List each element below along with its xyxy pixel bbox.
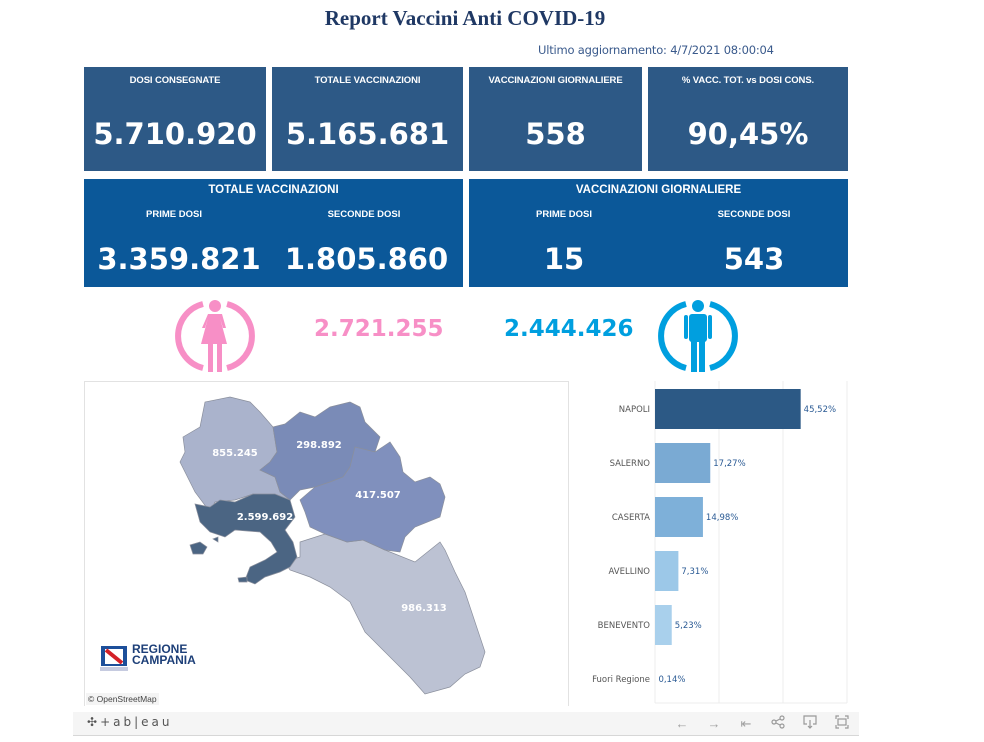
province-bar-chart: NAPOLI 45,52% SALERNO 17,27% CASERTA 14,98% AV… (580, 381, 860, 706)
fullscreen-button[interactable] (833, 715, 851, 732)
fullscreen-icon (835, 715, 849, 729)
map-label-caserta: 855.245 (212, 448, 258, 459)
map-label-napoli: 2.599.692 (237, 512, 293, 523)
kpi-value: 558 (525, 117, 586, 151)
seconde-dosi-label: SECONDE DOSI (327, 209, 401, 220)
bar-category-label: Fuori Regione (592, 675, 650, 685)
tableau-icon: ✣ (87, 715, 101, 729)
kpi-value: 90,45% (687, 117, 809, 151)
island-procida (212, 536, 219, 543)
bar-category-label: AVELLINO (609, 567, 651, 577)
bar-avellino[interactable] (655, 551, 679, 591)
logo-line-1: REGIONE (132, 642, 188, 656)
island-ischia (189, 541, 208, 555)
kpi-value: 5.710.920 (93, 117, 257, 151)
regione-campania-emblem-icon (100, 646, 128, 671)
download-button[interactable] (801, 715, 819, 732)
panel-title: TOTALE VACCINAZIONI (208, 184, 339, 196)
logo-line-2: CAMPANIA (132, 653, 196, 667)
bar-value-label: 17,27% (713, 459, 745, 469)
last-update-label: Ultimo aggiornamento: 4/7/2021 08:00:04 (538, 43, 774, 57)
bar-category-label: BENEVENTO (598, 621, 651, 631)
kpi-card-percent-vaccinati: % VACC. TOT. vs DOSI CONS. 90,45% (648, 67, 848, 171)
island-capri (237, 576, 248, 583)
bar-value-label: 14,98% (706, 513, 738, 523)
arrow-right-icon: → (707, 716, 721, 731)
prime-dosi-value: 15 (543, 242, 585, 276)
bar-value-label: 0,14% (658, 675, 685, 685)
map-label-benevento: 298.892 (296, 440, 342, 451)
bar-napoli[interactable] (655, 389, 801, 429)
download-icon (803, 715, 817, 729)
map-attribution[interactable]: © OpenStreetMap (86, 693, 159, 705)
bar-category-label: NAPOLI (619, 405, 650, 415)
map-label-salerno: 986.313 (401, 603, 447, 614)
kpi-label: VACCINAZIONI GIORNALIERE (488, 75, 623, 86)
female-icon (175, 300, 255, 372)
regione-campania-logo: REGIONE CAMPANIA (100, 643, 196, 678)
bar-value-label: 45,52% (804, 405, 836, 415)
bar-salerno[interactable] (655, 443, 711, 483)
tableau-toolbar: ✣+ab|eau ← → ⇤ (73, 712, 859, 736)
tableau-brand: +ab|eau (100, 715, 173, 729)
revert-button[interactable]: ⇤ (737, 715, 755, 732)
male-vaccinations-value: 2.444.426 (504, 316, 634, 342)
province-avellino[interactable] (299, 441, 446, 553)
seconde-dosi-value: 543 (723, 242, 785, 276)
province-salerno[interactable] (284, 533, 486, 695)
vaccinazioni-giornaliere-panel: VACCINAZIONI GIORNALIERE PRIME DOSI SECO… (469, 179, 848, 287)
kpi-card-totale-vaccinazioni: TOTALE VACCINAZIONI 5.165.681 (272, 67, 463, 171)
panel-title: VACCINAZIONI GIORNALIERE (575, 184, 742, 196)
bar-category-label: CASERTA (612, 513, 650, 523)
campania-map[interactable]: 855.245 298.892 417.507 2.599.692 986.31… (84, 381, 569, 706)
province-napoli[interactable] (194, 493, 298, 585)
bar-value-label: 5,23% (675, 621, 702, 631)
bar-caserta[interactable] (655, 497, 703, 537)
female-vaccinations-value: 2.721.255 (314, 316, 444, 342)
share-button[interactable] (769, 715, 787, 732)
prime-dosi-value: 3.359.821 (97, 242, 261, 276)
male-icon (658, 300, 738, 372)
share-icon (771, 715, 785, 729)
logo-text: REGIONE CAMPANIA (132, 642, 196, 667)
seconde-dosi-label: SECONDE DOSI (717, 209, 791, 220)
arrow-left-icon: ← (675, 716, 689, 731)
kpi-card-dosi-consegnate: DOSI CONSEGNATE 5.710.920 (84, 67, 266, 171)
redo-button[interactable]: → (705, 715, 723, 732)
seconde-dosi-value: 1.805.860 (284, 242, 449, 276)
tableau-logo[interactable]: ✣+ab|eau (87, 715, 172, 729)
kpi-label: TOTALE VACCINAZIONI (314, 75, 421, 86)
undo-button[interactable]: ← (673, 715, 691, 732)
bar-benevento[interactable] (655, 605, 672, 645)
prime-dosi-label: PRIME DOSI (146, 209, 202, 220)
map-label-avellino: 417.507 (355, 490, 401, 501)
bar-value-label: 7,31% (681, 567, 708, 577)
kpi-label: DOSI CONSEGNATE (129, 75, 221, 86)
bar-category-label: SALERNO (610, 459, 651, 469)
page-title: Report Vaccini Anti COVID-19 (324, 6, 606, 30)
kpi-card-vaccinazioni-giornaliere: VACCINAZIONI GIORNALIERE 558 (469, 67, 642, 171)
totale-vaccinazioni-panel: TOTALE VACCINAZIONI PRIME DOSI SECONDE D… (84, 179, 463, 287)
kpi-value: 5.165.681 (285, 117, 450, 151)
revert-icon: ⇤ (740, 716, 752, 731)
prime-dosi-label: PRIME DOSI (536, 209, 592, 220)
kpi-label: % VACC. TOT. vs DOSI CONS. (681, 75, 815, 86)
